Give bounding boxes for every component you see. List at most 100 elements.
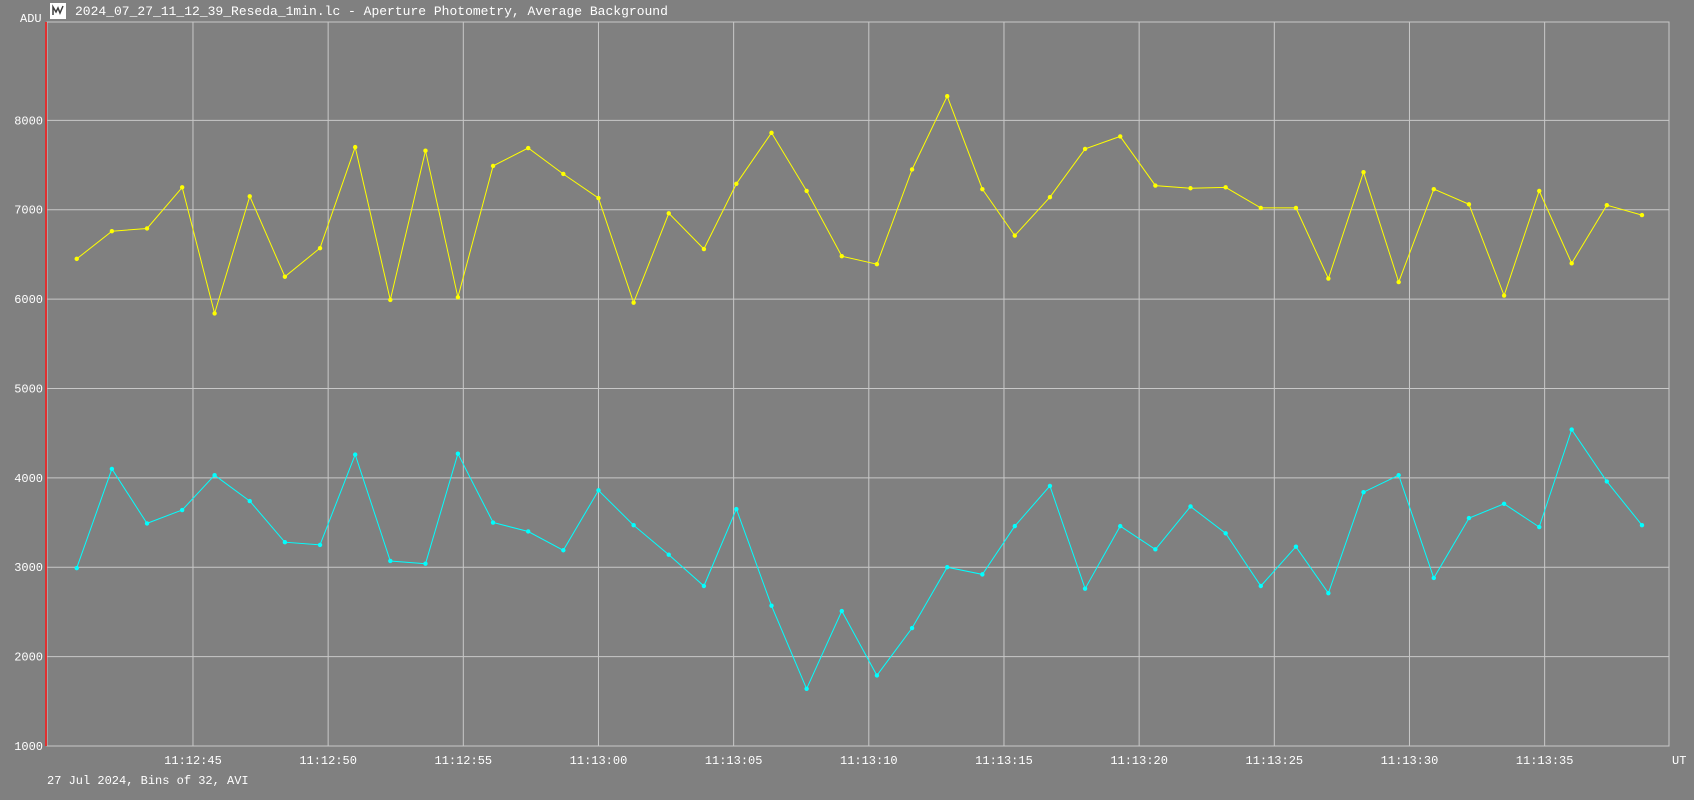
data-point	[1431, 575, 1437, 581]
data-point	[1604, 479, 1610, 484]
data-point	[701, 246, 707, 252]
app-icon[interactable]	[50, 3, 66, 19]
y-axis-label: ADU	[20, 12, 42, 26]
data-point	[1012, 523, 1017, 529]
data-point	[1604, 203, 1610, 208]
data-point	[352, 144, 358, 150]
data-point	[525, 529, 531, 534]
data-point	[388, 558, 393, 564]
y-tick-label: 8000	[14, 114, 43, 128]
y-tick-label: 3000	[14, 561, 43, 575]
data-point	[1639, 523, 1645, 528]
data-point	[1361, 489, 1366, 495]
data-point	[1047, 483, 1053, 489]
data-point	[1258, 205, 1263, 211]
series-line-1	[76, 94, 1643, 316]
x-tick-label: 11:13:15	[975, 754, 1033, 768]
data-point	[525, 145, 531, 151]
x-tick-label: 11:12:50	[299, 754, 357, 768]
data-point	[1326, 276, 1331, 281]
data-point	[1223, 531, 1228, 536]
data-point	[561, 171, 566, 177]
y-tick-labels: 1000 2000 3000 4000 5000 6000 7000 8000	[14, 114, 43, 754]
data-point	[804, 188, 809, 194]
data-point	[1466, 515, 1472, 521]
x-axis-label: UT	[1672, 754, 1686, 768]
data-point	[596, 195, 601, 201]
y-tick-label: 6000	[14, 293, 43, 307]
footer-info: 27 Jul 2024, Bins of 32, AVI	[47, 774, 249, 788]
grid-layer	[46, 21, 1670, 747]
data-point	[874, 673, 880, 678]
data-point	[1188, 186, 1193, 191]
data-point	[247, 194, 252, 199]
data-point	[945, 93, 950, 99]
data-point	[1537, 188, 1542, 194]
data-point	[490, 163, 496, 169]
data-point	[734, 506, 739, 512]
data-point	[1639, 212, 1645, 218]
x-tick-label: 11:13:35	[1516, 754, 1574, 768]
data-point	[666, 211, 671, 216]
x-tick-label: 11:13:20	[1110, 754, 1168, 768]
x-tick-label: 11:13:00	[570, 754, 628, 768]
data-point	[1466, 202, 1472, 207]
data-point	[74, 256, 79, 262]
data-point	[212, 311, 217, 316]
data-point	[1326, 590, 1331, 596]
data-point	[980, 572, 985, 577]
y-tick-label: 5000	[14, 382, 43, 396]
data-point	[945, 565, 950, 570]
data-point	[247, 498, 252, 504]
y-tick-label: 7000	[14, 204, 43, 218]
data-point	[1082, 146, 1088, 152]
data-point	[144, 521, 150, 526]
data-point	[1501, 501, 1507, 506]
data-point	[701, 583, 707, 589]
data-point	[561, 548, 566, 553]
series-line-2	[76, 428, 1643, 691]
data-point	[666, 552, 671, 557]
data-point	[455, 295, 461, 300]
data-point	[1153, 183, 1158, 188]
window-title: 2024_07_27_11_12_39_Reseda_1min.lc - Ape…	[75, 4, 668, 19]
data-point	[282, 540, 288, 545]
x-tick-label: 11:12:55	[435, 754, 493, 768]
data-point	[1396, 472, 1401, 478]
data-point	[317, 542, 323, 548]
data-point	[1082, 586, 1088, 591]
data-point	[490, 520, 496, 525]
series-layer	[74, 93, 1645, 691]
x-tick-label: 11:13:10	[840, 754, 898, 768]
data-point	[839, 253, 844, 259]
data-point	[179, 185, 185, 190]
data-point	[1047, 194, 1053, 200]
x-tick-label: 11:13:25	[1246, 754, 1304, 768]
y-tick-label: 1000	[14, 740, 43, 754]
x-tick-label: 11:13:30	[1381, 754, 1439, 768]
data-point	[144, 226, 150, 231]
data-point	[1501, 293, 1507, 298]
data-point	[1012, 233, 1017, 238]
title-bar[interactable]: 2024_07_27_11_12_39_Reseda_1min.lc - Ape…	[0, 0, 1694, 22]
data-point	[909, 167, 915, 172]
data-point	[74, 565, 79, 571]
data-point	[423, 561, 428, 566]
data-point	[455, 451, 461, 456]
data-point	[1118, 523, 1123, 529]
data-point	[769, 130, 774, 136]
x-tick-label: 11:13:05	[705, 754, 763, 768]
data-point	[1293, 544, 1299, 549]
data-point	[423, 148, 428, 153]
data-point	[212, 472, 217, 478]
data-point	[1153, 547, 1158, 552]
data-point	[980, 186, 985, 192]
data-point	[282, 274, 288, 279]
data-point	[596, 488, 601, 493]
y-tick-label: 4000	[14, 472, 43, 486]
data-point	[734, 181, 739, 186]
data-point	[1223, 185, 1228, 190]
data-point	[1569, 261, 1574, 266]
data-point	[1431, 186, 1437, 192]
